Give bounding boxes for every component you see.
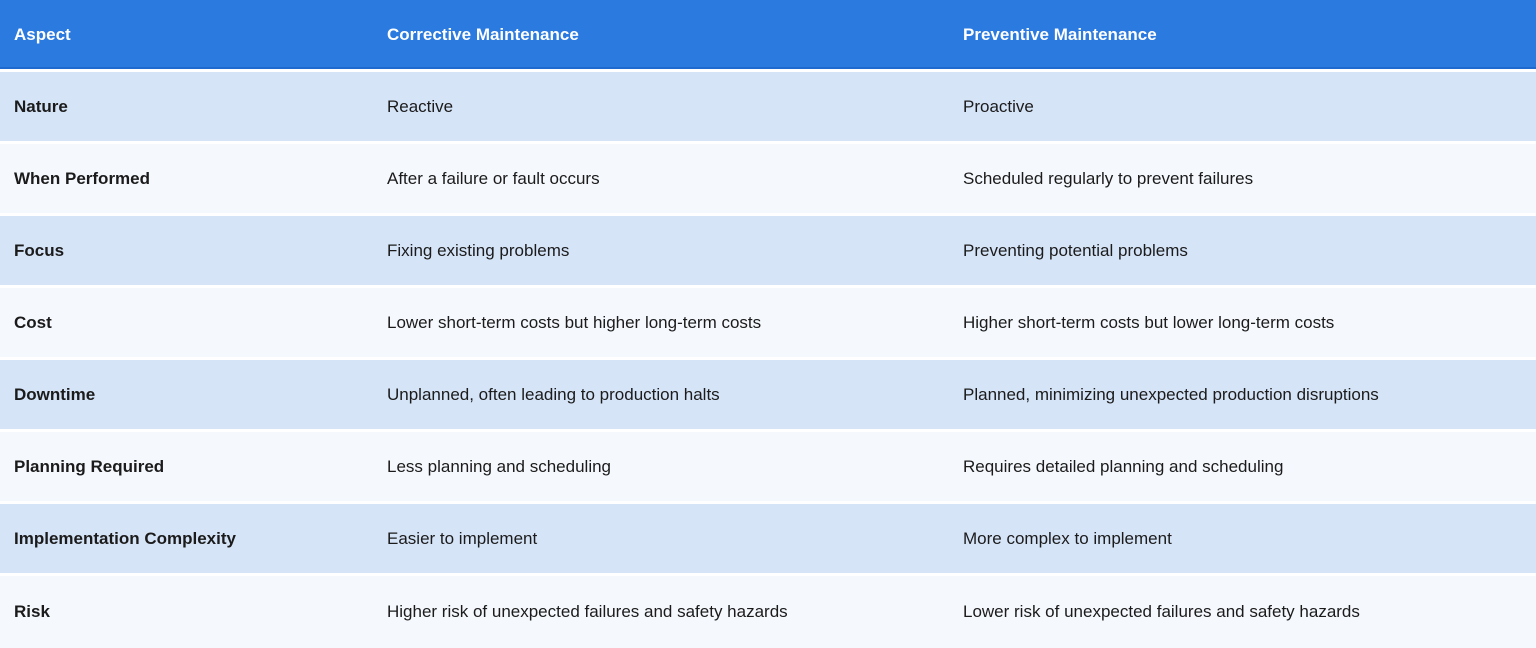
aspect-cell: Risk xyxy=(14,602,50,622)
preventive-cell: Requires detailed planning and schedulin… xyxy=(963,456,1284,476)
preventive-cell: More complex to implement xyxy=(963,528,1172,548)
aspect-cell: Cost xyxy=(14,312,52,332)
column-header-preventive: Preventive Maintenance xyxy=(963,24,1157,44)
aspect-cell: Nature xyxy=(14,96,68,116)
corrective-cell: Lower short-term costs but higher long-t… xyxy=(387,312,762,332)
preventive-cell: Scheduled regularly to prevent failures xyxy=(963,168,1254,188)
aspect-cell: Downtime xyxy=(14,384,96,404)
table-row-implementation-complexity: Implementation Complexity Easier to impl… xyxy=(0,504,1536,576)
table-row-when-performed: When Performed After a failure or fault … xyxy=(0,144,1536,216)
aspect-cell: Focus xyxy=(14,240,65,260)
preventive-cell: Higher short-term costs but lower long-t… xyxy=(963,312,1335,332)
corrective-cell: Easier to implement xyxy=(387,528,538,548)
table-row-focus: Focus Fixing existing problems Preventin… xyxy=(0,216,1536,288)
header-row: Aspect Corrective Maintenance Preventive… xyxy=(0,0,1536,72)
corrective-cell: Fixing existing problems xyxy=(387,240,570,260)
table-row-planning-required: Planning Required Less planning and sche… xyxy=(0,432,1536,504)
corrective-cell: Less planning and scheduling xyxy=(387,456,612,476)
corrective-cell: Higher risk of unexpected failures and s… xyxy=(387,602,788,622)
table-row-cost: Cost Lower short-term costs but higher l… xyxy=(0,288,1536,360)
table-row-risk: Risk Higher risk of unexpected failures … xyxy=(0,576,1536,648)
preventive-cell: Lower risk of unexpected failures and sa… xyxy=(963,602,1360,622)
table-row-downtime: Downtime Unplanned, often leading to pro… xyxy=(0,360,1536,432)
preventive-cell: Planned, minimizing unexpected productio… xyxy=(963,384,1379,404)
aspect-cell: When Performed xyxy=(14,168,151,188)
corrective-cell: Reactive xyxy=(387,96,454,116)
aspect-cell: Implementation Complexity xyxy=(14,528,236,548)
column-header-corrective: Corrective Maintenance xyxy=(387,24,579,44)
table-row-nature: Nature Reactive Proactive xyxy=(0,72,1536,144)
preventive-cell: Preventing potential problems xyxy=(963,240,1188,260)
corrective-cell: After a failure or fault occurs xyxy=(387,168,600,188)
preventive-cell: Proactive xyxy=(963,96,1034,116)
column-header-aspect: Aspect xyxy=(14,24,71,44)
corrective-cell: Unplanned, often leading to production h… xyxy=(387,384,720,404)
aspect-cell: Planning Required xyxy=(14,456,165,476)
